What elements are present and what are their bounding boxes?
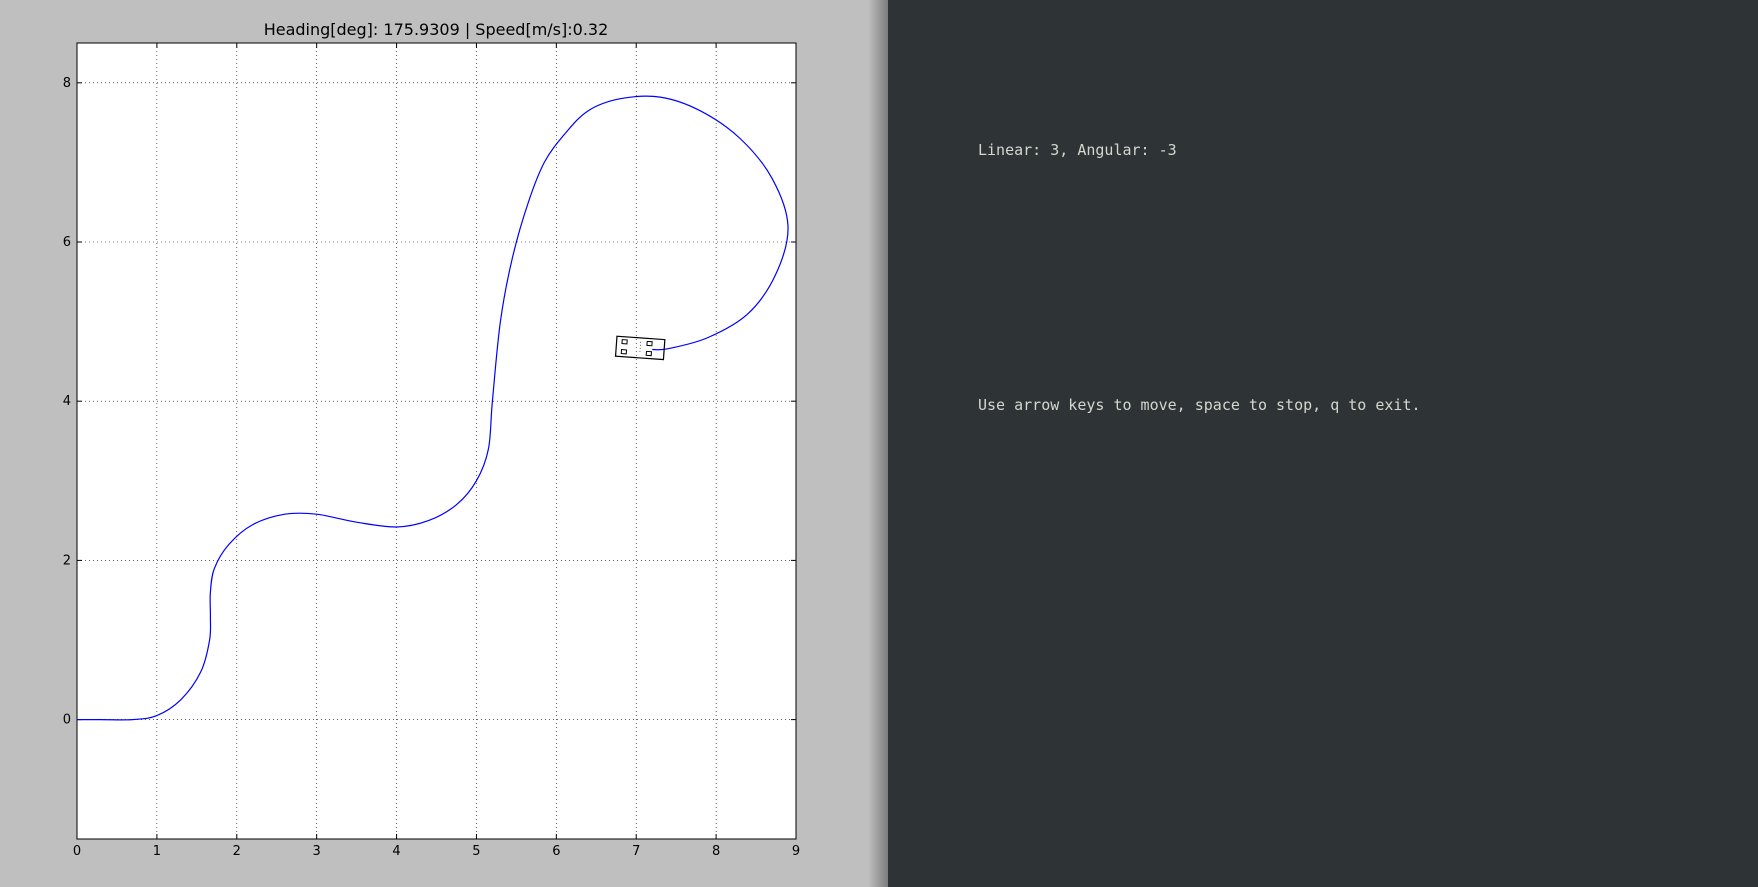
x-tick-label: 2 (233, 844, 241, 859)
y-tick-label: 6 (63, 235, 71, 250)
x-tick-label: 6 (552, 844, 560, 859)
x-tick-label: 5 (472, 844, 480, 859)
vehicle-wheel (646, 340, 653, 347)
x-tick-label: 1 (153, 844, 161, 859)
vehicle-marker (614, 335, 666, 361)
window-edge-shadow (868, 0, 888, 887)
terminal-status-line: Linear: 3, Angular: -3 (978, 141, 1177, 159)
x-tick-label: 3 (313, 844, 321, 859)
y-tick-label: 0 (63, 713, 71, 728)
plot-area (76, 42, 797, 840)
plot-window: 0 1 2 3 4 5 6 7 8 9 0 2 4 6 8 Heading[deg]: 175.9309 |… (62, 20, 801, 859)
vehicle-wheel (621, 339, 628, 345)
x-tick-label: 9 (792, 844, 800, 859)
vehicle-body (614, 335, 666, 361)
x-tick-label: 4 (392, 844, 400, 859)
y-tick-label: 8 (63, 76, 71, 91)
terminal-instructions-line: Use arrow keys to move, space to stop, q… (978, 396, 1421, 414)
x-tick-label: 7 (632, 844, 640, 859)
trajectory-plot: 0 1 2 3 4 5 6 7 8 9 0 2 4 6 8 (63, 42, 800, 859)
plot-title: Heading[deg]: 175.9309 | Speed[m/s]:0.32 (263, 20, 609, 39)
terminal-window[interactable]: Linear: 3, Angular: -3 Use arrow keys to… (888, 0, 1758, 887)
vehicle-axle (639, 341, 641, 354)
vehicle-wheel (620, 349, 628, 355)
trajectory-line (76, 95, 789, 721)
x-tick-label: 8 (712, 844, 720, 859)
x-tick-label: 0 (73, 844, 81, 859)
y-tick-label: 2 (63, 553, 71, 568)
y-tick-label: 4 (63, 394, 71, 409)
vehicle-wheel (645, 350, 652, 357)
